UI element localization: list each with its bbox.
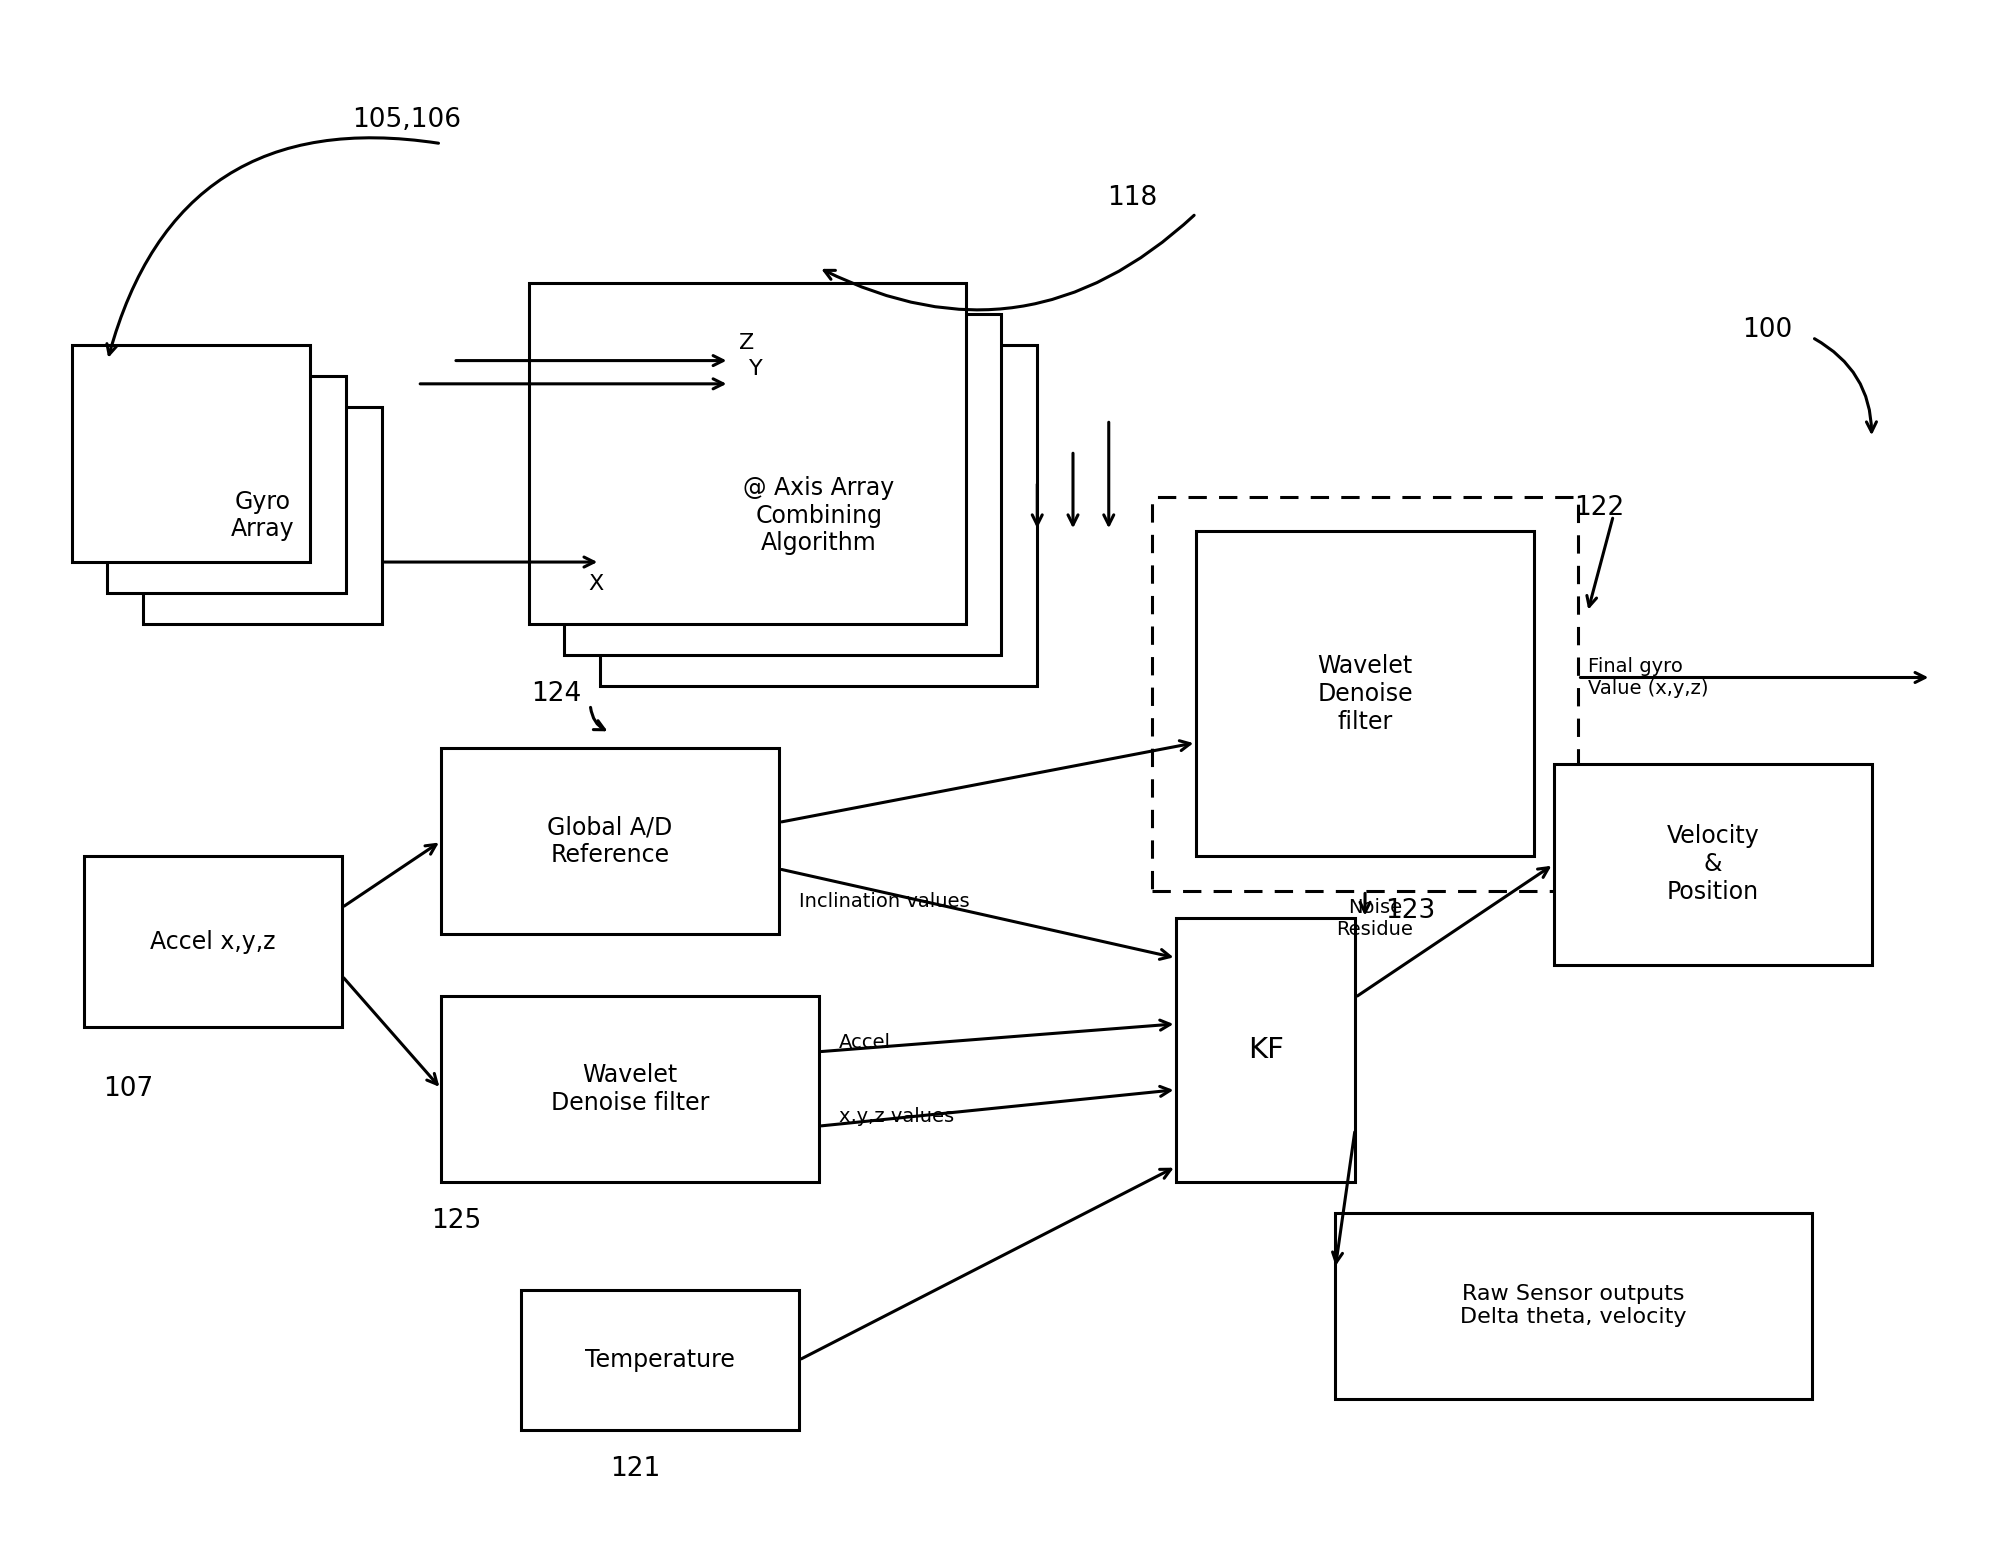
Text: 123: 123 [1385,897,1434,924]
Text: KF: KF [1247,1036,1283,1064]
Text: 105,106: 105,106 [351,108,461,134]
Text: 107: 107 [104,1077,154,1102]
Text: Raw Sensor outputs
Delta theta, velocity: Raw Sensor outputs Delta theta, velocity [1460,1284,1688,1327]
Text: Final gyro
Value (x,y,z): Final gyro Value (x,y,z) [1588,657,1708,698]
Text: Velocity
&
Position: Velocity & Position [1666,824,1760,904]
Bar [1153,497,1578,891]
Bar [1177,919,1355,1183]
Bar [1197,531,1534,857]
Text: 118: 118 [1107,185,1157,210]
Text: Global A/D
Reference: Global A/D Reference [547,815,672,866]
Text: Temperature: Temperature [585,1348,734,1373]
Bar [565,315,1001,654]
Text: @ Axis Array
Combining
Algorithm: @ Axis Array Combining Algorithm [742,475,894,555]
Text: Gyro
Array: Gyro Array [231,489,293,542]
Text: Z: Z [740,333,754,352]
Text: Noise
Residue: Noise Residue [1337,899,1412,939]
Bar [1335,1214,1811,1399]
Text: X: X [589,575,604,595]
Text: Wavelet
Denoise filter: Wavelet Denoise filter [551,1063,708,1116]
Bar [521,1290,798,1430]
Bar [529,284,966,625]
Text: 125: 125 [431,1207,481,1234]
Text: 121: 121 [610,1455,660,1482]
Text: 100: 100 [1742,316,1794,343]
Text: Inclination values: Inclination values [798,891,970,911]
Text: Accel x,y,z: Accel x,y,z [150,930,275,953]
Text: Wavelet
Denoise
filter: Wavelet Denoise filter [1317,654,1412,734]
Bar [441,996,818,1183]
Bar [441,748,778,933]
Bar [84,857,341,1027]
Bar [144,407,381,625]
Bar [1554,763,1871,964]
Bar [72,344,309,562]
Text: 122: 122 [1574,495,1624,520]
Bar [108,375,345,594]
Bar [600,344,1037,686]
Text: x,y,z values: x,y,z values [838,1108,954,1126]
Text: Accel: Accel [838,1033,890,1052]
Text: 124: 124 [531,681,581,707]
Text: Y: Y [750,360,762,379]
